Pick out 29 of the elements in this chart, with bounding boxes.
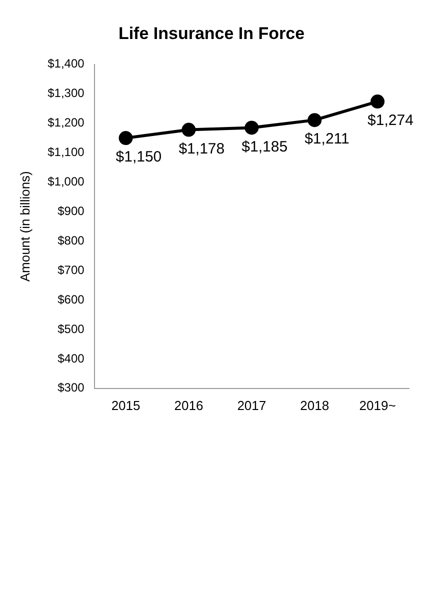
y-tick-label: $1,400 bbox=[48, 56, 85, 71]
point bbox=[370, 94, 385, 109]
point bbox=[244, 120, 259, 135]
y-tick-label: $1,300 bbox=[48, 86, 85, 100]
x-tick-label: 2016 bbox=[174, 398, 204, 413]
point bbox=[308, 113, 322, 128]
y-tick-label: $1,200 bbox=[48, 116, 85, 130]
y-axis-title: Amount (in billions) bbox=[17, 171, 32, 282]
y-tick-label: $800 bbox=[58, 233, 85, 248]
x-tick-label: 2018 bbox=[300, 398, 330, 413]
point bbox=[182, 122, 196, 137]
x-tick-label: 2017 bbox=[237, 398, 266, 413]
y-tick-label: $1,000 bbox=[48, 174, 85, 189]
data-label: $1,150 bbox=[116, 148, 162, 166]
y-tick-label: $300 bbox=[58, 380, 85, 395]
y-tick-label: $700 bbox=[58, 262, 85, 277]
y-tick-label: $400 bbox=[58, 351, 85, 366]
data-label: $1,185 bbox=[242, 138, 288, 156]
chart-title: Life Insurance In Force bbox=[118, 24, 305, 43]
y-tick-label: $900 bbox=[58, 204, 85, 218]
data-label: $1,274 bbox=[368, 112, 414, 130]
y-tick-label: $600 bbox=[58, 292, 85, 306]
x-tick-label: 2015 bbox=[111, 398, 140, 413]
y-tick-label: $1,100 bbox=[48, 145, 85, 160]
data-label: $1,211 bbox=[304, 130, 350, 148]
x-tick-label: 2019~ bbox=[359, 398, 396, 413]
data-label: $1,178 bbox=[178, 140, 225, 158]
point bbox=[118, 131, 133, 146]
y-tick-label: $500 bbox=[58, 322, 85, 336]
